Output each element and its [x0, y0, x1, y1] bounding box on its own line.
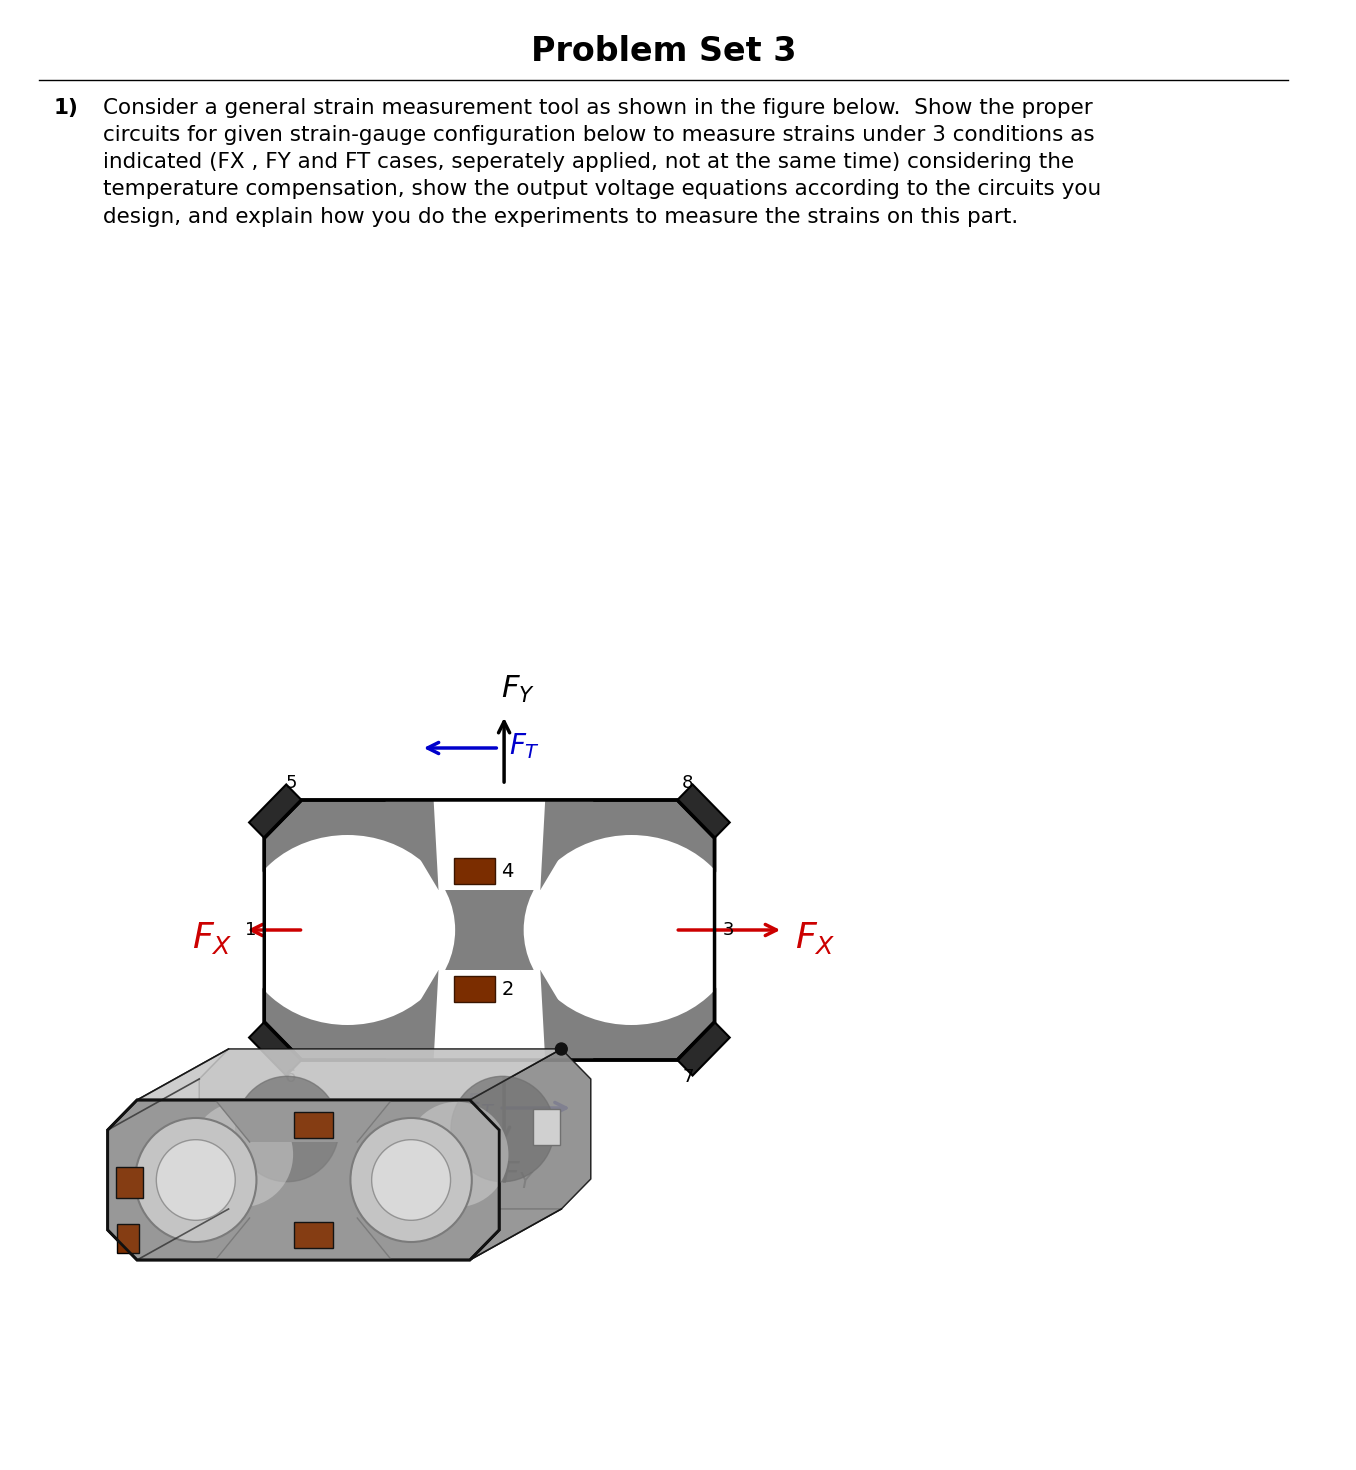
Text: $F_X$: $F_X$: [795, 920, 835, 956]
Text: 3: 3: [723, 922, 734, 939]
Polygon shape: [434, 800, 545, 889]
Polygon shape: [137, 1050, 561, 1100]
Polygon shape: [385, 800, 594, 889]
Ellipse shape: [372, 1139, 450, 1220]
Polygon shape: [678, 785, 730, 838]
FancyBboxPatch shape: [454, 858, 495, 883]
Text: indicated (FX , FY and FT cases, seperately applied, not at the same time) consi: indicated (FX , FY and FT cases, seperat…: [103, 153, 1074, 172]
Polygon shape: [250, 1022, 301, 1076]
Ellipse shape: [452, 1076, 555, 1182]
Polygon shape: [678, 1022, 730, 1076]
Ellipse shape: [240, 835, 456, 1025]
Polygon shape: [434, 970, 545, 1060]
Text: $F_Y$: $F_Y$: [502, 673, 536, 706]
Text: 5: 5: [285, 775, 297, 792]
Text: Consider a general strain measurement tool as shown in the figure below.  Show t: Consider a general strain measurement to…: [103, 98, 1093, 118]
Ellipse shape: [136, 1119, 256, 1242]
Ellipse shape: [190, 1102, 293, 1207]
Ellipse shape: [156, 1139, 235, 1220]
FancyBboxPatch shape: [118, 1225, 140, 1252]
FancyBboxPatch shape: [533, 1108, 560, 1145]
Polygon shape: [385, 970, 594, 1060]
Polygon shape: [250, 785, 301, 838]
Text: $F_T$: $F_T$: [508, 731, 540, 761]
Polygon shape: [264, 800, 715, 1060]
Circle shape: [556, 1044, 567, 1055]
Text: design, and explain how you do the experiments to measure the strains on this pa: design, and explain how you do the exper…: [103, 206, 1018, 226]
Text: 2: 2: [502, 979, 514, 998]
Ellipse shape: [236, 1076, 339, 1182]
Text: temperature compensation, show the output voltage equations according to the cir: temperature compensation, show the outpu…: [103, 179, 1101, 200]
Text: 1): 1): [54, 98, 79, 118]
Ellipse shape: [405, 1102, 508, 1207]
Text: $F_X$: $F_X$: [193, 920, 233, 956]
FancyBboxPatch shape: [294, 1222, 332, 1248]
Ellipse shape: [523, 835, 739, 1025]
Ellipse shape: [350, 1119, 472, 1242]
FancyBboxPatch shape: [115, 1167, 142, 1198]
FancyBboxPatch shape: [454, 976, 495, 1003]
Polygon shape: [469, 1050, 591, 1260]
Text: Problem Set 3: Problem Set 3: [532, 35, 796, 68]
Text: 1: 1: [245, 922, 256, 939]
Text: $F_T$: $F_T$: [465, 1091, 496, 1122]
Polygon shape: [107, 1100, 499, 1260]
Text: 7: 7: [682, 1069, 694, 1086]
Text: 4: 4: [502, 861, 514, 881]
Text: 8: 8: [682, 775, 694, 792]
Polygon shape: [107, 1050, 229, 1260]
Text: $F_Y$: $F_Y$: [502, 1160, 536, 1191]
Text: circuits for given strain-gauge configuration below to measure strains under 3 c: circuits for given strain-gauge configur…: [103, 125, 1094, 146]
Polygon shape: [216, 1219, 392, 1260]
FancyBboxPatch shape: [294, 1111, 332, 1138]
Text: 6: 6: [285, 1069, 297, 1086]
Polygon shape: [107, 1100, 499, 1260]
Polygon shape: [137, 1208, 561, 1260]
Polygon shape: [199, 1050, 591, 1208]
Polygon shape: [216, 1100, 392, 1142]
